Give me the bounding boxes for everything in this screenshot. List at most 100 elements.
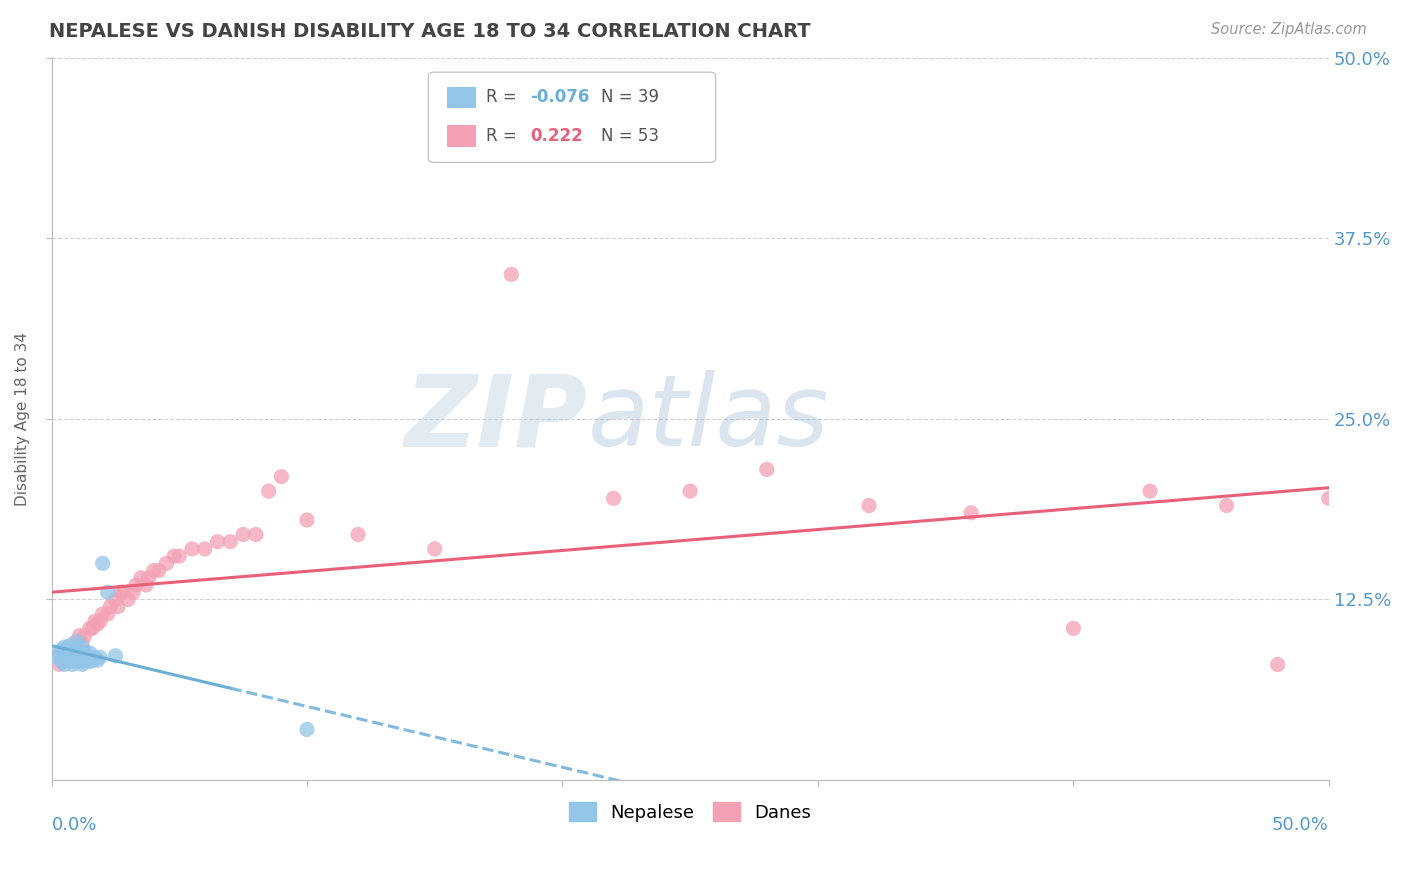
Point [86,617,108,632]
Point [98,599,121,614]
Point [219,534,242,549]
Point [163,549,186,563]
Point [58,639,80,653]
Point [66,641,89,656]
Point [69,629,91,643]
Point [69,646,91,660]
Point [58,646,80,660]
Point [53,657,76,672]
Point [155,557,177,571]
Point [60,641,83,656]
FancyBboxPatch shape [447,125,475,146]
Point [1215,499,1237,513]
Point [79,621,101,635]
Point [63,644,86,658]
Point [135,578,157,592]
Point [104,648,127,663]
Point [63,636,86,650]
Point [58,643,80,657]
Point [66,648,89,663]
Point [56,650,79,665]
Point [245,527,267,541]
Point [51,643,73,657]
Text: 50.0%: 50.0% [1272,816,1329,834]
Point [679,484,702,499]
Point [84,614,107,628]
Point [138,571,160,585]
Point [110,585,132,599]
Text: N = 39: N = 39 [600,88,659,106]
Point [181,541,204,556]
Text: N = 53: N = 53 [600,127,659,145]
Point [129,571,152,585]
Text: R =: R = [486,127,527,145]
Point [70,640,93,654]
Point [423,541,446,556]
Point [122,585,145,599]
Text: Source: ZipAtlas.com: Source: ZipAtlas.com [1211,22,1367,37]
Point [112,585,135,599]
Point [97,607,120,621]
Point [76,651,98,665]
Point [48,646,70,660]
Point [167,549,190,563]
Point [60,657,83,672]
Point [56,648,79,662]
Point [89,650,111,665]
FancyBboxPatch shape [447,87,475,108]
Point [48,657,70,672]
Point [960,506,983,520]
FancyBboxPatch shape [429,72,716,162]
Point [232,527,254,541]
Point [82,653,104,667]
Y-axis label: Disability Age 18 to 34: Disability Age 18 to 34 [15,332,30,506]
Point [73,646,96,660]
Point [60,648,83,663]
Point [1139,484,1161,499]
Point [53,640,76,654]
Point [107,599,129,614]
Text: atlas: atlas [588,370,830,467]
Point [79,646,101,660]
Point [295,513,318,527]
Point [63,653,86,667]
Point [1317,491,1340,506]
Text: ZIP: ZIP [405,370,588,467]
Point [194,541,217,556]
Point [56,643,79,657]
Point [125,578,148,592]
Point [73,655,96,669]
Point [142,564,165,578]
Point [70,650,93,665]
Point [86,653,108,667]
Point [148,564,170,578]
Point [501,268,523,282]
Point [73,629,96,643]
Point [91,607,114,621]
Point [66,655,89,669]
Point [69,653,91,667]
Point [89,614,111,628]
Legend: Nepalese, Danes: Nepalese, Danes [562,795,818,829]
Point [347,527,370,541]
Point [45,650,67,665]
Text: 0.0%: 0.0% [52,816,97,834]
Text: 0.222: 0.222 [530,127,583,145]
Point [117,592,139,607]
Point [70,636,93,650]
Point [79,655,101,669]
Point [51,655,73,669]
Text: NEPALESE VS DANISH DISABILITY AGE 18 TO 34 CORRELATION CHART: NEPALESE VS DANISH DISABILITY AGE 18 TO … [49,22,811,41]
Point [66,634,89,648]
Point [104,592,127,607]
Text: R =: R = [486,88,522,106]
Point [91,557,114,571]
Point [66,643,89,657]
Point [858,499,880,513]
Point [82,621,104,635]
Point [1062,621,1084,635]
Point [53,650,76,665]
Point [755,462,778,476]
Point [270,469,292,483]
Point [207,534,229,549]
